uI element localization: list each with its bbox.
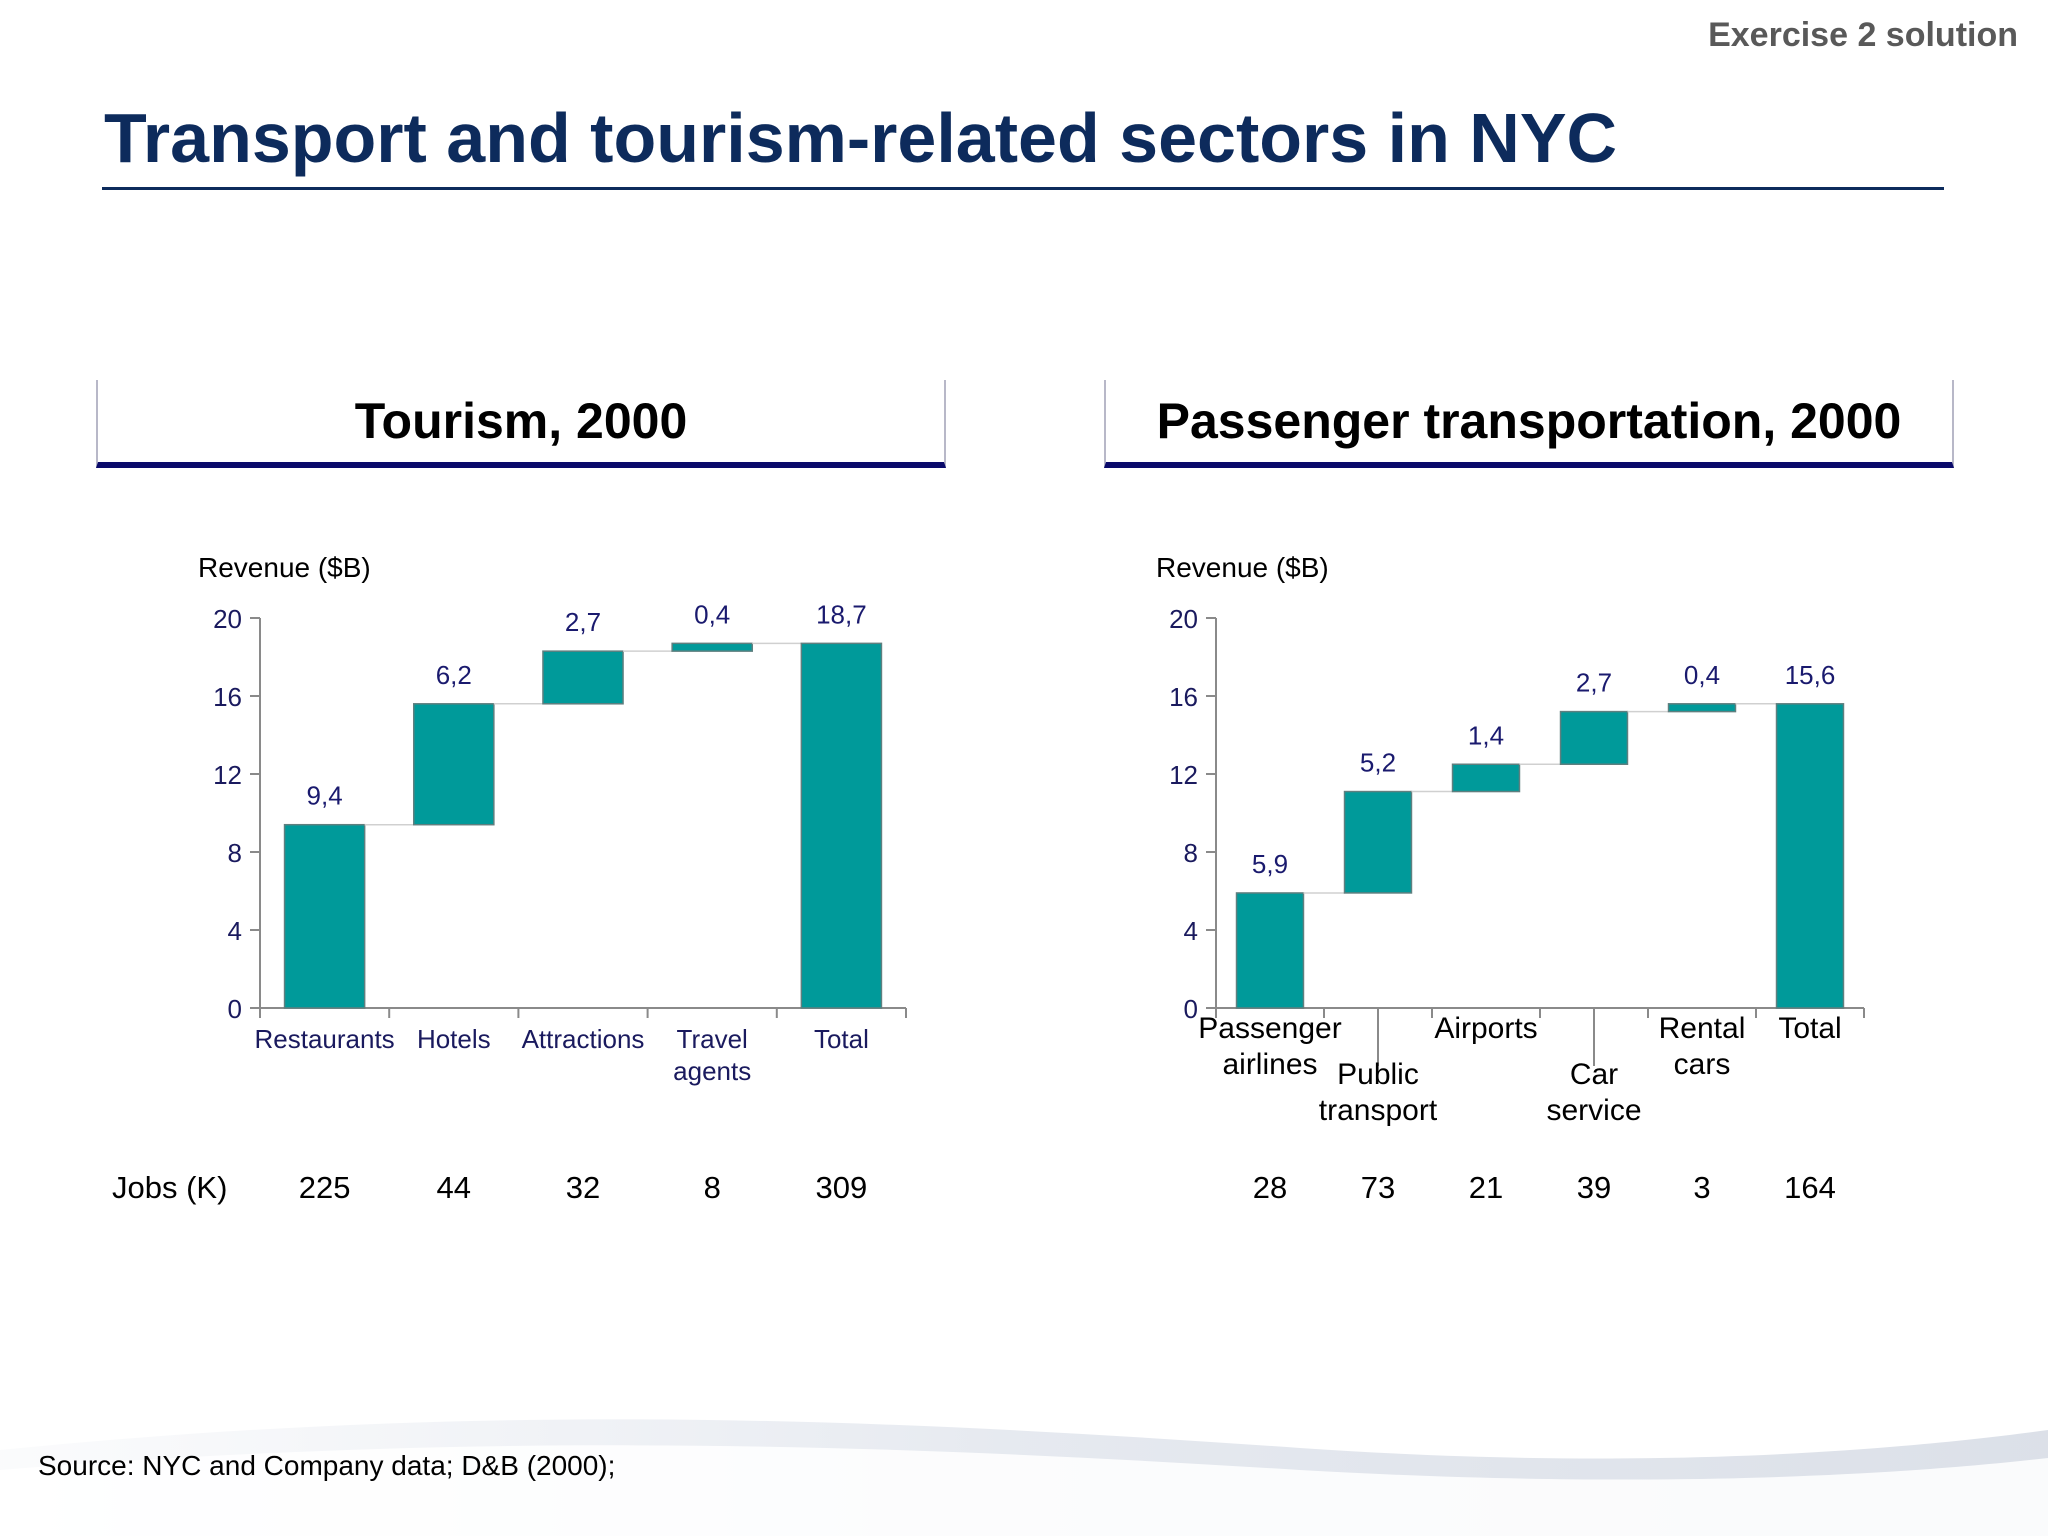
jobs-value: 8 [703, 1170, 721, 1205]
jobs-value: 28 [1252, 1170, 1288, 1205]
y-tick-label: 20 [213, 604, 242, 634]
tourism-chart: 0 4 8 12 16 20 9,4 Restaurants 6,2 Hotels 2,7 Attra… [160, 520, 920, 1120]
bar-public-transport [1343, 790, 1413, 894]
bar-airports [1451, 763, 1521, 793]
tourism-y-axis-label: Revenue ($B) [198, 552, 371, 583]
page-title: Transport and tourism-related sectors in… [104, 99, 1618, 177]
source-note: Source: NYC and Company data; D&B (2000)… [38, 1450, 616, 1481]
category-label: Hotels [417, 1024, 491, 1054]
transport-panel-header: Passenger transportation, 2000 [1104, 380, 1954, 468]
category-label-line: cars [1674, 1048, 1731, 1081]
y-tick-label: 0 [1184, 994, 1198, 1024]
tourism-panel-header: Tourism, 2000 [96, 380, 946, 468]
jobs-value: 44 [436, 1170, 472, 1205]
y-tick-label: 0 [228, 994, 242, 1024]
category-label-line: Car [1570, 1058, 1618, 1091]
category-label-line: service [1546, 1094, 1641, 1127]
category-label-line: Total [1778, 1012, 1841, 1045]
data-label: 5,2 [1360, 748, 1396, 778]
category-label: Attractions [522, 1024, 645, 1054]
data-label: 0,4 [694, 599, 730, 629]
jobs-value: 225 [298, 1170, 351, 1205]
transport-chart-title: Passenger transportation, 2000 [1156, 393, 1902, 449]
footer-swoosh [0, 1419, 2048, 1536]
data-label: 15,6 [1785, 660, 1836, 690]
bar-passenger-airlines [1235, 892, 1305, 1009]
category-label: Travel agents [673, 1024, 751, 1086]
category-label: Passenger airlines [1198, 1012, 1341, 1081]
data-label: 2,7 [1576, 668, 1612, 698]
category-label-line: Restaurants [255, 1024, 395, 1054]
category-label-line: Passenger [1198, 1012, 1341, 1045]
data-label: 2,7 [565, 607, 601, 637]
y-tick-label: 16 [213, 682, 242, 712]
category-label-line: Airports [1434, 1012, 1537, 1045]
jobs-value: 32 [565, 1170, 601, 1205]
category-label-line: Travel [677, 1024, 748, 1054]
category-label: Public transport [1319, 1058, 1438, 1127]
jobs-value: 73 [1360, 1170, 1396, 1205]
bar-restaurants [283, 823, 366, 1009]
data-label: 18,7 [816, 599, 867, 629]
y-tick-label: 4 [1184, 916, 1198, 946]
transport-chart: 0 4 8 12 16 20 5,9 Passenger airlines 5,2 Public tr… [1118, 520, 1878, 1127]
bar-travel-agents [671, 642, 754, 652]
data-label: 1,4 [1468, 720, 1504, 750]
tourism-chart-svg: 0 4 8 12 16 20 9,4 Restaurants 6,2 Hotels 2,7 Attra… [213, 599, 907, 1086]
category-label-line: Rental [1659, 1012, 1746, 1045]
data-label: 6,2 [436, 660, 472, 690]
jobs-value: 164 [1784, 1170, 1836, 1205]
category-label: Total [814, 1024, 869, 1054]
transport-chart-svg: 0 4 8 12 16 20 5,9 Passenger airlines 5,2 Public tr… [1169, 604, 1865, 1127]
category-label-line: airlines [1222, 1048, 1317, 1081]
category-label-line: Hotels [417, 1024, 491, 1054]
category-label-line: Public [1337, 1058, 1419, 1091]
y-tick-label: 20 [1169, 604, 1198, 634]
tourism-chart-title: Tourism, 2000 [354, 393, 688, 449]
jobs-value: 309 [815, 1170, 868, 1205]
category-label-line: transport [1319, 1094, 1438, 1127]
y-tick-label: 4 [228, 916, 242, 946]
title-underline [102, 187, 1944, 190]
bar-total [1775, 703, 1845, 1009]
category-label: Airports [1434, 1012, 1537, 1045]
y-tick-label: 8 [228, 838, 242, 868]
category-label-line: agents [673, 1056, 751, 1086]
data-label: 5,9 [1252, 849, 1288, 879]
y-tick-label: 12 [213, 760, 242, 790]
y-tick-label: 12 [1169, 760, 1198, 790]
y-tick-label: 8 [1184, 838, 1198, 868]
category-label-line: Attractions [522, 1024, 645, 1054]
exercise-label: Exercise 2 solution [1708, 16, 2018, 54]
category-label-line: Total [814, 1024, 869, 1054]
category-label: Car service [1546, 1058, 1641, 1127]
category-label: Rental cars [1659, 1012, 1746, 1081]
bar-total [800, 642, 883, 1009]
bar-attractions [542, 650, 624, 705]
y-tick-label: 16 [1169, 682, 1198, 712]
jobs-label: Jobs (K) [112, 1170, 228, 1205]
data-label: 0,4 [1684, 660, 1720, 690]
bar-rental-cars [1667, 703, 1737, 713]
jobs-value: 39 [1576, 1170, 1612, 1205]
category-label: Restaurants [255, 1024, 395, 1054]
transport-y-axis-label: Revenue ($B) [1156, 552, 1329, 583]
bar-hotels [412, 703, 495, 826]
category-label: Total [1778, 1012, 1841, 1045]
data-label: 9,4 [307, 781, 343, 811]
jobs-value: 3 [1693, 1170, 1711, 1205]
bar-car-service [1559, 710, 1629, 766]
jobs-value: 21 [1468, 1170, 1504, 1205]
